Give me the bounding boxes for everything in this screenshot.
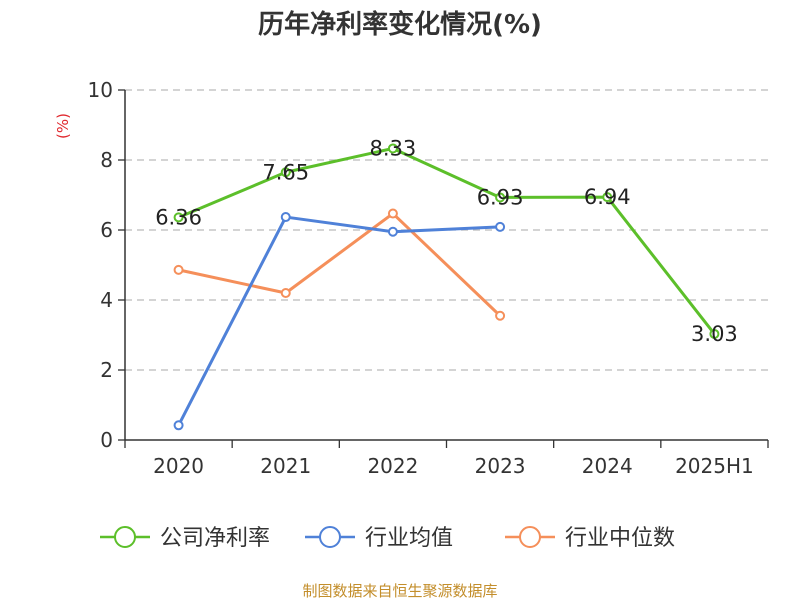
legend-label: 公司净利率 bbox=[160, 526, 270, 551]
data-point[interactable] bbox=[602, 192, 613, 203]
data-labels: 6.36 7.65 8.33 6.93 6.94 3.03 bbox=[155, 136, 738, 346]
legend-label: 行业中位数 bbox=[565, 526, 675, 551]
legend-item-0[interactable]: 公司净利率 bbox=[100, 526, 270, 551]
source-footer: 制图数据来自恒生聚源数据库 bbox=[302, 582, 497, 600]
data-label: 7.65 bbox=[262, 160, 309, 184]
data-point[interactable] bbox=[495, 310, 506, 321]
chart-title: 历年净利率变化情况(%) bbox=[258, 9, 542, 40]
data-label: 6.94 bbox=[584, 185, 631, 209]
series-1 bbox=[173, 212, 506, 431]
data-label: 6.93 bbox=[477, 185, 524, 209]
y-tick-label: 0 bbox=[100, 428, 113, 452]
y-tick-label: 6 bbox=[100, 218, 113, 242]
x-tick-label: 2021 bbox=[260, 454, 311, 478]
data-label: 6.36 bbox=[155, 205, 202, 229]
series-line bbox=[177, 146, 716, 336]
x-tick-label: 2025H1 bbox=[675, 454, 754, 478]
x-tick-label: 2024 bbox=[582, 454, 633, 478]
x-tick-label: 2023 bbox=[475, 454, 526, 478]
data-point[interactable] bbox=[495, 221, 506, 232]
y-axis-unit-label: (%) bbox=[54, 113, 72, 139]
series-lines bbox=[173, 143, 720, 431]
data-label: 3.03 bbox=[691, 322, 738, 346]
data-point[interactable] bbox=[173, 420, 184, 431]
legend-label: 行业均值 bbox=[365, 526, 453, 551]
data-point[interactable] bbox=[387, 226, 398, 237]
x-tick-label: 2020 bbox=[153, 454, 204, 478]
series-line bbox=[177, 212, 502, 318]
data-point[interactable] bbox=[709, 328, 720, 339]
data-point[interactable] bbox=[280, 288, 291, 298]
y-tick-label: 4 bbox=[100, 288, 113, 312]
x-tick-label: 2022 bbox=[367, 454, 418, 478]
legend-marker-icon bbox=[319, 526, 341, 548]
series-0 bbox=[173, 143, 720, 339]
series-line bbox=[177, 215, 502, 427]
data-point[interactable] bbox=[387, 143, 398, 154]
legend-marker-icon bbox=[519, 526, 541, 548]
data-point[interactable] bbox=[387, 208, 398, 219]
y-tick-label: 10 bbox=[88, 78, 113, 102]
data-point[interactable] bbox=[173, 264, 184, 275]
data-point[interactable] bbox=[173, 212, 184, 223]
data-label: 8.33 bbox=[370, 136, 417, 160]
data-point[interactable] bbox=[280, 167, 291, 178]
series-2 bbox=[173, 208, 506, 321]
axes: 0 2 4 6 8 10 2020 2021 2022 2023 2024 2025H1 bbox=[88, 78, 769, 478]
legend-marker-icon bbox=[114, 526, 136, 548]
legend: 公司净利率 行业均值 行业中位数 bbox=[100, 526, 675, 551]
data-point[interactable] bbox=[280, 212, 291, 223]
legend-item-1[interactable]: 行业均值 bbox=[305, 526, 453, 551]
y-tick-label: 2 bbox=[100, 358, 113, 382]
data-point[interactable] bbox=[495, 192, 506, 203]
y-tick-label: 8 bbox=[100, 148, 113, 172]
legend-item-2[interactable]: 行业中位数 bbox=[505, 526, 675, 551]
